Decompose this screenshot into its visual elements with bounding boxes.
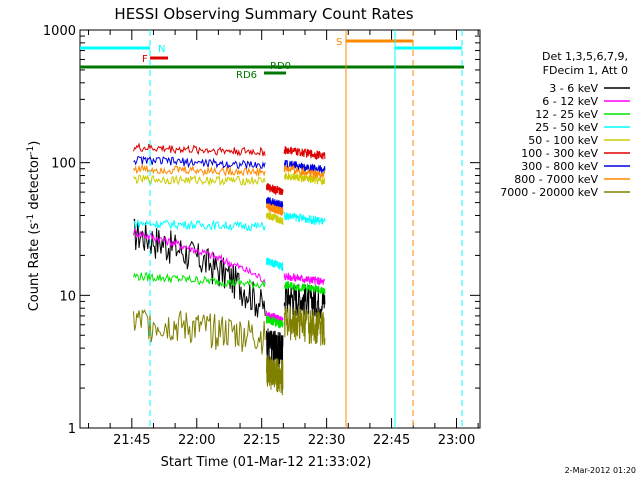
series-layer: [133, 142, 326, 396]
legend-entry-label: 7000 - 20000 keV: [500, 186, 598, 199]
x-tick-label: 22:45: [373, 433, 410, 448]
series-line-1-segment-0: [133, 228, 266, 285]
series-line-4-segment-2: [284, 172, 326, 186]
series-line-1-segment-2: [283, 272, 326, 286]
legend-entry-label: 800 - 7000 keV: [514, 173, 598, 186]
series-line-7-segment-2: [283, 164, 326, 180]
series-line-0-segment-1: [266, 328, 284, 367]
series-line-4-segment-0: [133, 174, 266, 187]
x-tick-label: 22:30: [308, 433, 345, 448]
series-line-3-segment-0: [133, 219, 266, 232]
legend-entry-label: 6 - 12 keV: [542, 95, 598, 108]
legend-entry-label: 100 - 300 keV: [521, 147, 598, 160]
series-line-6-segment-0: [133, 155, 266, 169]
y-tick-label: 100: [51, 157, 76, 172]
plot-frame: [79, 29, 481, 429]
series-line-7-segment-1: [266, 202, 284, 216]
flag-label-rd0: RD0: [270, 61, 291, 72]
x-tick-label: 22:00: [178, 433, 215, 448]
series-line-3-segment-2: [283, 211, 326, 226]
legend-entry-label: 25 - 50 keV: [535, 121, 598, 134]
x-axis-label: Start Time (01-Mar-12 21:33:02): [161, 455, 372, 470]
series-line-4-segment-1: [266, 212, 284, 226]
legend-entry-label: 300 - 800 keV: [521, 160, 598, 173]
series-line-8-segment-0: [133, 308, 266, 355]
y-axis-label-sup2: -1: [26, 146, 36, 155]
chart-title: HESSI Observing Summary Count Rates: [114, 5, 413, 23]
series-line-5-segment-1: [266, 182, 284, 196]
legend-header-line: FDecim 1, Att 0: [543, 64, 628, 77]
flag-label-n: N: [158, 44, 165, 55]
series-line-6-segment-1: [266, 196, 284, 209]
flags-layer: NF RD6 RD0 S: [80, 30, 464, 428]
series-line-0-segment-0: [133, 218, 266, 318]
legend-header-line: Det 1,3,5,6,7,9,: [542, 50, 628, 63]
y-tick-label: 1: [68, 422, 76, 437]
axes: 21:45 22:00 22:15 22:30 22:45 23:00 1 10 100 1000: [43, 24, 481, 448]
series-line-8-segment-1: [266, 355, 284, 396]
y-axis-label-part1: Count Rate (s: [27, 223, 42, 312]
y-axis-label-part3: ): [27, 141, 42, 146]
flag-label-s: S: [336, 37, 342, 48]
series-line-2-segment-1: [266, 315, 284, 329]
footer-timestamp: 2-Mar-2012 01:20: [565, 466, 636, 475]
legend-entry-label: 50 - 100 keV: [528, 134, 598, 147]
y-axis-label: Count Rate (s-1 detector-1): [26, 141, 42, 312]
y-axis-label-part2: detector: [27, 154, 42, 214]
y-axis-label-sup1: -1: [26, 214, 36, 223]
legend-entry-label: 12 - 25 keV: [535, 108, 598, 121]
series-line-7-segment-0: [133, 163, 266, 177]
series-line-2-segment-0: [133, 272, 266, 290]
series-line-5-segment-2: [283, 145, 326, 161]
y-tick-label: 1000: [43, 24, 76, 39]
x-tick-label: 21:45: [113, 433, 150, 448]
y-tick-label: 10: [59, 289, 76, 304]
x-tick-label: 23:00: [438, 433, 475, 448]
flag-label-rd6: RD6: [236, 70, 257, 81]
legend-entry-label: 3 - 6 keV: [549, 82, 598, 95]
series-line-5-segment-0: [133, 142, 266, 157]
series-line-2-segment-2: [283, 281, 326, 295]
series-line-3-segment-1: [266, 257, 284, 272]
series-line-1-segment-1: [266, 310, 284, 324]
legend: Det 1,3,5,6,7,9,FDecim 1, Att 0 3 - 6 keV…: [500, 50, 630, 199]
flag-label-f: F: [142, 54, 148, 65]
x-tick-label: 22:15: [243, 433, 280, 448]
series-line-8-segment-2: [283, 306, 326, 346]
